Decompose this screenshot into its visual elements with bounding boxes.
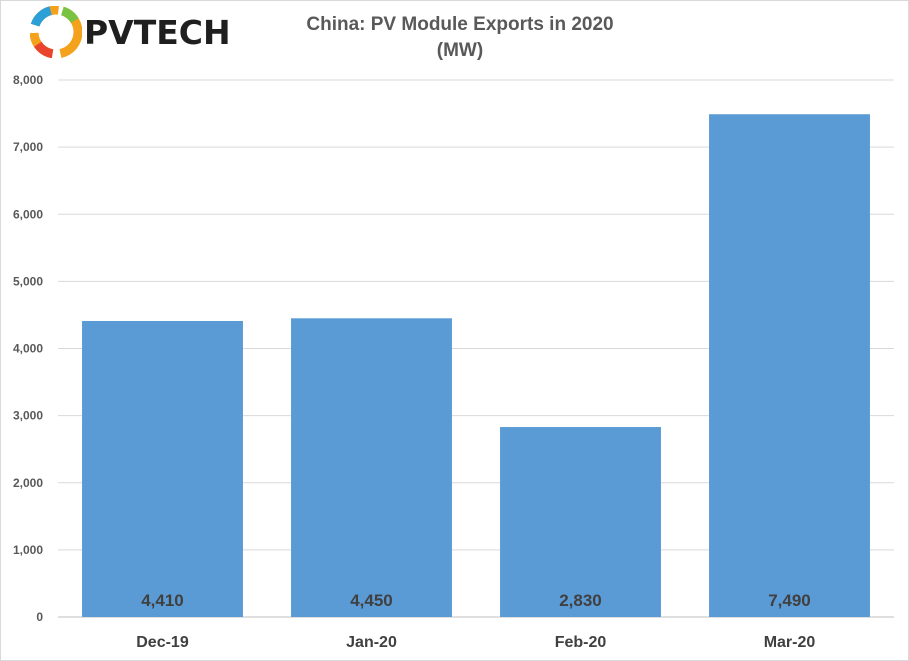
data-label: 4,450 (350, 591, 393, 610)
chart-title: China: PV Module Exports in 2020 (306, 14, 614, 35)
logo-text: PVTECH (84, 12, 231, 52)
y-tick-label: 8,000 (13, 73, 43, 87)
y-tick-label: 3,000 (13, 409, 43, 423)
pvtech-logo: PVTECH (30, 4, 231, 60)
data-label: 7,490 (768, 591, 811, 610)
y-tick-label: 7,000 (13, 140, 43, 154)
y-tick-label: 6,000 (13, 207, 43, 221)
bar (500, 427, 661, 617)
bar (291, 318, 452, 617)
logo-swirl-icon (30, 6, 82, 58)
bar (709, 114, 870, 617)
x-tick-label: Dec-19 (136, 634, 189, 651)
x-tick-label: Feb-20 (555, 634, 607, 651)
y-tick-label: 0 (36, 610, 43, 624)
data-label: 2,830 (559, 591, 602, 610)
chart-subtitle: (MW) (436, 40, 484, 61)
y-tick-label: 1,000 (13, 543, 43, 557)
y-tick-label: 5,000 (13, 274, 43, 288)
y-tick-label: 4,000 (13, 342, 43, 356)
data-label: 4,410 (141, 591, 184, 610)
x-tick-label: Jan-20 (346, 634, 397, 651)
y-tick-label: 2,000 (13, 476, 43, 490)
bar (82, 320, 243, 617)
chart-title-block: China: PV Module Exports in 2020 (MW) (230, 12, 690, 64)
x-tick-label: Mar-20 (764, 634, 816, 651)
